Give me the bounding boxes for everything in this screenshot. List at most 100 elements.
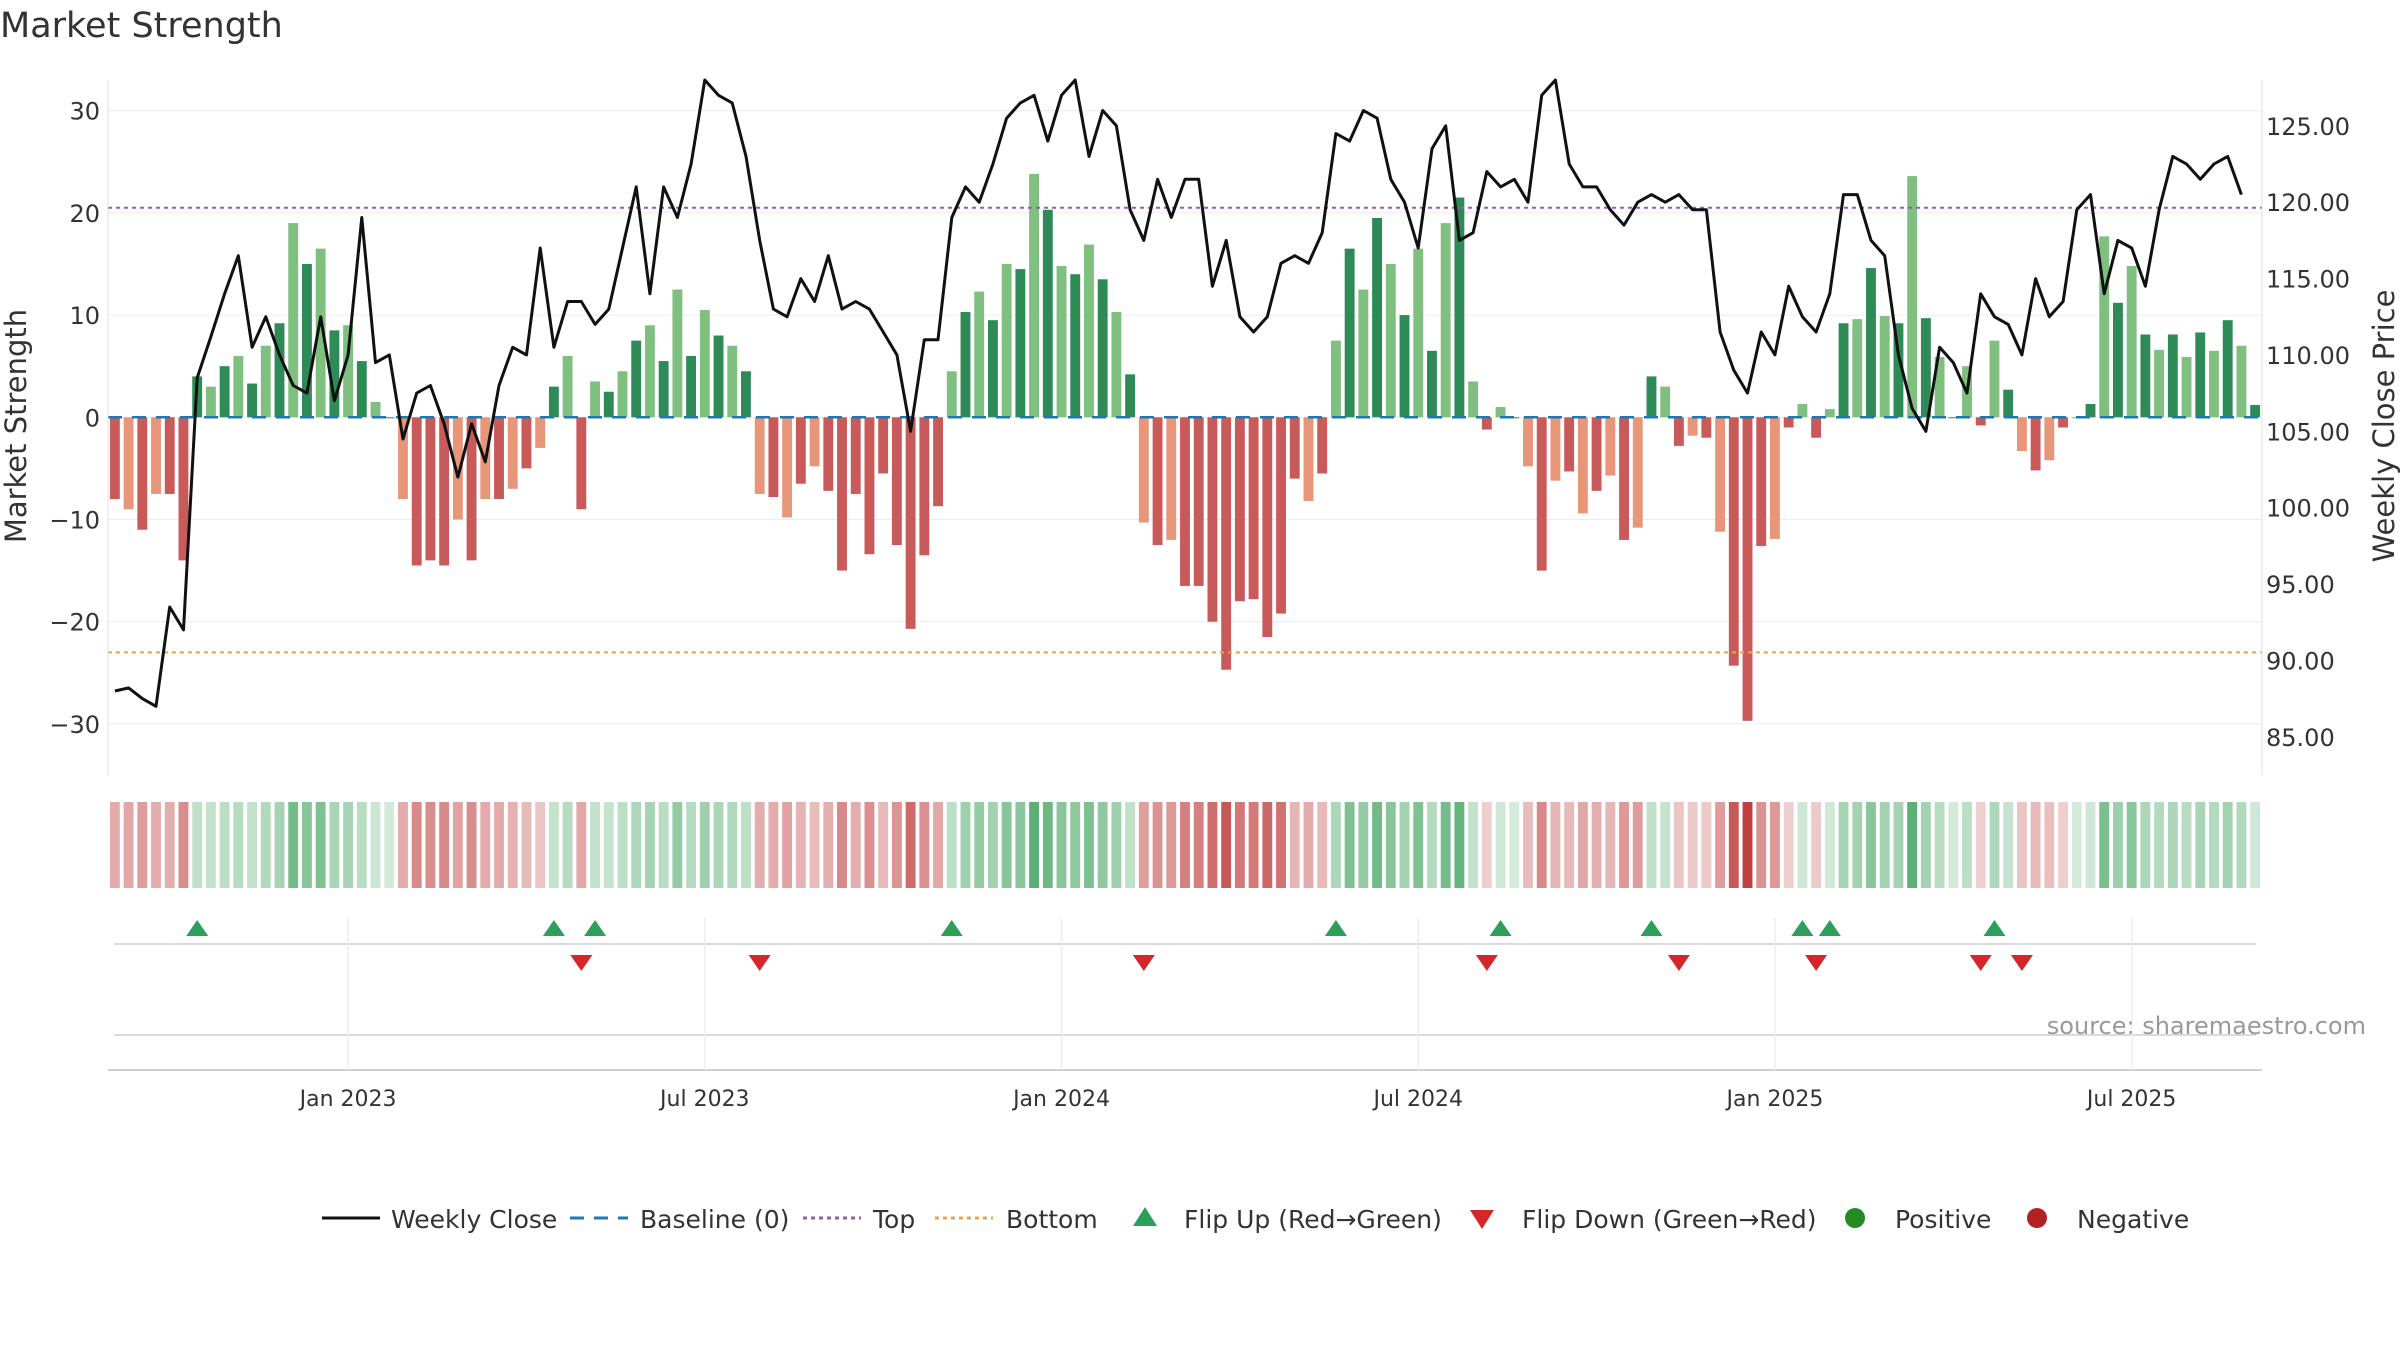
heat-cell xyxy=(2126,802,2137,888)
strength-bar xyxy=(1399,315,1410,418)
strength-bar xyxy=(1673,417,1684,446)
strength-bar xyxy=(178,417,189,561)
heat-cell xyxy=(219,802,230,888)
strength-bar xyxy=(727,345,738,418)
strength-bar xyxy=(1495,407,1506,418)
strength-bar xyxy=(837,417,847,571)
flip-down-marker xyxy=(1805,955,1828,971)
heat-cell xyxy=(1673,802,1684,888)
heat-cell xyxy=(2085,802,2096,888)
y-axis-label: Market Strength xyxy=(0,309,33,543)
source-label: source: sharemaestro.com xyxy=(2047,1012,2366,1040)
weekly-close-line xyxy=(114,78,2243,708)
strength-bar xyxy=(919,417,930,556)
legend-flip-down-icon xyxy=(1470,1210,1494,1229)
heat-cell xyxy=(1783,802,1794,888)
heat-cell xyxy=(466,802,477,888)
y2-tick-label: 125.00 xyxy=(2266,113,2350,141)
strength-bars xyxy=(109,174,2261,721)
heat-cell xyxy=(1358,802,1369,888)
strength-bar xyxy=(754,417,765,494)
strength-bar xyxy=(274,323,285,418)
strength-bar xyxy=(1728,417,1739,666)
heat-cell xyxy=(754,802,765,888)
strength-bar xyxy=(164,417,175,494)
strength-bar xyxy=(1605,417,1616,476)
heat-cell xyxy=(2140,802,2151,888)
heat-cell xyxy=(343,802,354,888)
y2-axis-label: Weekly Close Price xyxy=(2367,290,2400,563)
strength-bar xyxy=(1276,417,1286,614)
heat-cell xyxy=(1975,802,1986,888)
strength-bar xyxy=(1138,417,1149,523)
strength-bar xyxy=(1289,417,1300,479)
legend-flip-up-icon xyxy=(1133,1207,1157,1226)
strength-bar xyxy=(1248,417,1259,600)
strength-bar xyxy=(1948,417,1959,419)
y2-tick-label: 100.00 xyxy=(2266,495,2350,523)
strength-bar xyxy=(1125,374,1136,418)
strength-bar xyxy=(1550,417,1561,481)
legend: Weekly Close Baseline (0) Top Bottom Fli… xyxy=(322,1205,2189,1234)
heat-cell xyxy=(1591,802,1602,888)
heat-cell xyxy=(672,802,683,888)
strength-bar xyxy=(1783,417,1794,428)
strength-bar xyxy=(329,330,340,418)
strength-bar xyxy=(1838,323,1849,418)
y2-tick-label: 95.00 xyxy=(2266,571,2335,599)
strength-bar xyxy=(1440,223,1451,418)
heat-cell xyxy=(1303,802,1314,888)
heat-cell xyxy=(384,802,395,888)
strength-bar xyxy=(260,345,271,418)
flip-markers xyxy=(114,920,2256,1036)
strength-bar xyxy=(1262,417,1273,638)
heat-cell xyxy=(905,802,916,888)
heat-cell xyxy=(1084,802,1094,888)
strength-bar xyxy=(1523,417,1533,467)
strength-bar xyxy=(946,371,957,418)
strength-bar xyxy=(1646,376,1657,418)
heat-cell xyxy=(315,802,326,888)
heat-cell xyxy=(686,802,697,888)
heat-cell xyxy=(1125,802,1136,888)
heat-cell xyxy=(795,802,806,888)
heat-cell xyxy=(617,802,628,888)
heat-cell xyxy=(288,802,299,888)
strength-bar xyxy=(699,309,710,418)
heat-cell xyxy=(1934,802,1945,888)
heat-cell xyxy=(1523,802,1533,888)
flip-up-marker xyxy=(1640,920,1663,936)
x-tick-label: Jul 2023 xyxy=(658,1087,750,1112)
strength-bar xyxy=(617,371,628,418)
strength-bar xyxy=(1797,403,1808,418)
strength-bar xyxy=(795,417,806,484)
strength-bar xyxy=(1564,417,1575,472)
strength-bar xyxy=(1893,323,1904,418)
heat-cell xyxy=(713,802,724,888)
heat-cell xyxy=(425,802,436,888)
heat-cell xyxy=(878,802,889,888)
heat-cell xyxy=(178,802,189,888)
strength-bar xyxy=(1029,174,1040,418)
heat-cell xyxy=(1536,802,1547,888)
strength-bar xyxy=(1989,340,2000,418)
heat-cell xyxy=(1001,802,1012,888)
heat-cell xyxy=(1660,802,1671,888)
heat-cell xyxy=(1262,802,1273,888)
heat-cell xyxy=(1770,802,1780,888)
x-axis: Jan 2023 Jul 2023 Jan 2024 Jul 2024 Jan 2025… xyxy=(108,918,2262,1112)
heat-cell xyxy=(274,802,285,888)
heat-cell xyxy=(233,802,244,888)
strength-bar xyxy=(1811,417,1822,438)
strength-bar xyxy=(2085,403,2096,418)
heat-cell xyxy=(1728,802,1739,888)
legend-weekly-close-label: Weekly Close xyxy=(391,1205,557,1234)
flip-down-marker xyxy=(1475,955,1498,971)
heat-cell xyxy=(109,802,120,888)
strength-bar xyxy=(1372,217,1383,418)
strength-bar xyxy=(1975,417,1986,426)
y-tick-label: −20 xyxy=(49,609,100,637)
strength-bar xyxy=(2058,417,2069,428)
strength-bar xyxy=(1111,312,1122,418)
strength-bar xyxy=(2140,334,2151,418)
